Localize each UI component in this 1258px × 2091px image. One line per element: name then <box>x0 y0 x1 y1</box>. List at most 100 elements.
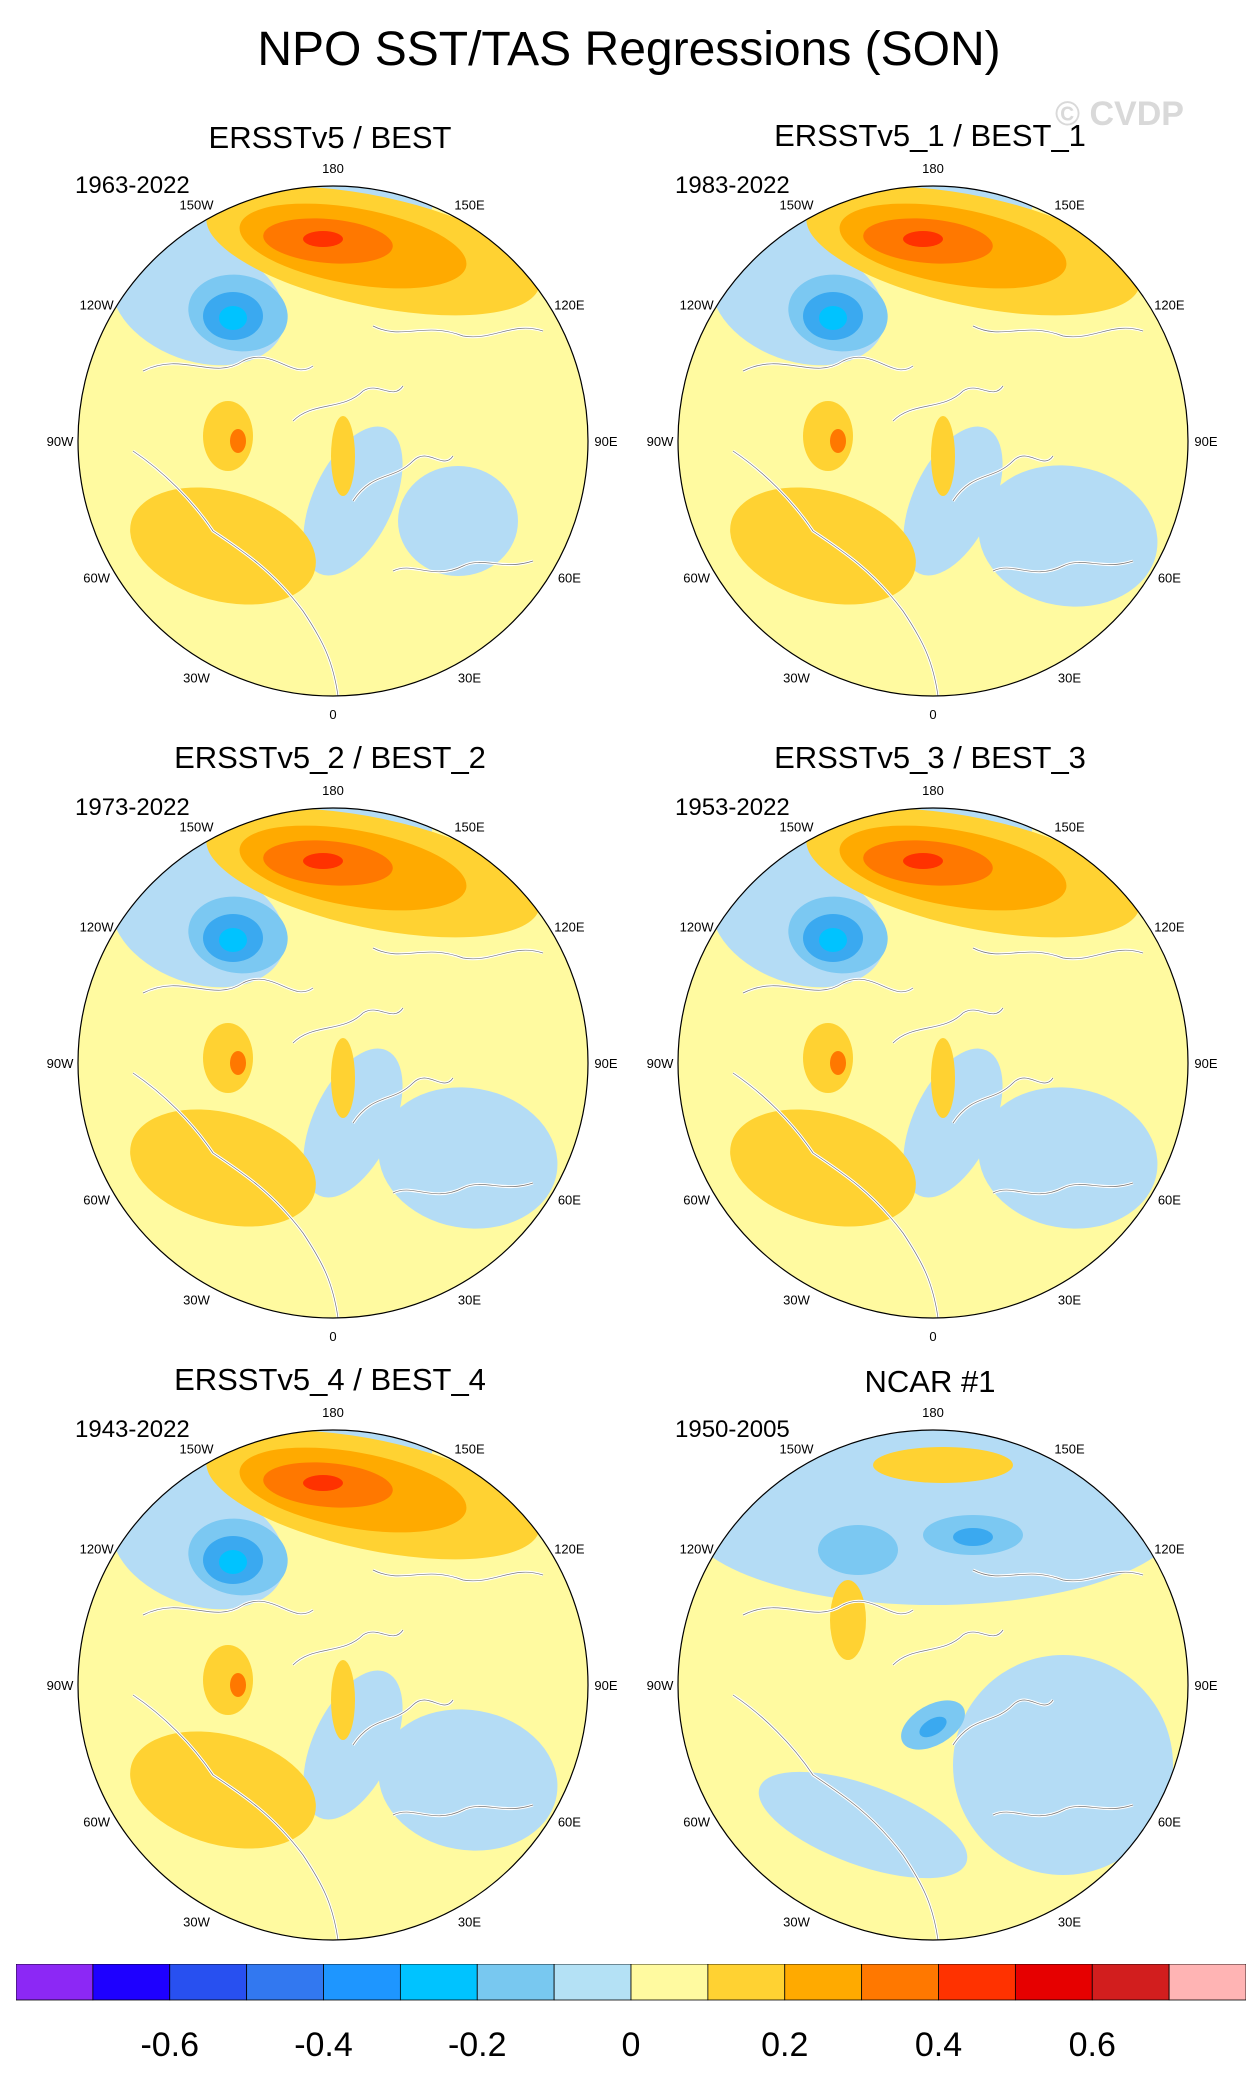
polar-map-1: 180 150E 120E 90E 60E 30E 0 30W 60W 90W 120W 150W <box>47 161 618 722</box>
coastline-edge <box>392 1804 534 1817</box>
alaska-core <box>219 306 247 330</box>
coastline-edge <box>952 1077 1054 1124</box>
alaska-core <box>219 1550 247 1574</box>
longitude-label: 60E <box>1158 1193 1181 1208</box>
greenland-orange <box>931 416 955 496</box>
longitude-label: 120E <box>554 920 585 935</box>
colorbar-swatch <box>246 1964 324 2001</box>
panel-period-5: 1943-2022 <box>75 1416 190 1443</box>
longitude-label: 90W <box>47 1056 74 1071</box>
polar-map-3: 180 150E 120E 90E 60E 30E 0 30W 60W 90W 120W 150W <box>47 783 618 1344</box>
alaska-mid-blue <box>818 1525 898 1575</box>
longitude-label: 120E <box>1154 920 1185 935</box>
coastline-edge <box>992 1804 1134 1817</box>
longitude-label: 120W <box>680 920 715 935</box>
longitude-label: 60W <box>83 571 110 586</box>
longitude-label: 180 <box>322 783 344 798</box>
longitude-label: 120E <box>1154 298 1185 313</box>
longitude-label: 90W <box>647 1678 674 1693</box>
longitude-label: 60W <box>83 1815 110 1830</box>
coastline-edge <box>892 1007 1004 1044</box>
colorbar-swatch <box>861 1964 939 2001</box>
longitude-label: 30W <box>183 670 210 685</box>
longitude-label: 30E <box>458 1914 481 1929</box>
coastline-edge <box>972 325 1144 338</box>
longitude-label: 30W <box>183 1914 210 1929</box>
coastline-edge <box>972 1569 1144 1582</box>
longitude-label: 90W <box>647 434 674 449</box>
longitude-label: 60W <box>683 1815 710 1830</box>
coastline-edge <box>992 1182 1134 1195</box>
alaska-core <box>819 928 847 952</box>
colorbar-swatch <box>707 1964 786 2001</box>
longitude-label: 30W <box>783 670 810 685</box>
kuroshio-core <box>903 853 943 869</box>
panel-title-6: NCAR #1 <box>864 1364 996 1399</box>
longitude-label: 180 <box>922 1405 944 1420</box>
longitude-label: 60W <box>683 1193 710 1208</box>
longitude-label: 30E <box>1058 670 1081 685</box>
greenland-orange <box>331 1038 355 1118</box>
coastline-edge <box>352 455 454 502</box>
atlantic-light-blue <box>758 1771 968 1879</box>
alaska-core <box>219 928 247 952</box>
longitude-label: 150W <box>780 820 815 835</box>
hudson-spot <box>830 429 846 453</box>
colorbar-label: 0.2 <box>761 2026 809 2064</box>
longitude-label: 30W <box>183 1292 210 1307</box>
longitude-label: 30W <box>783 1914 810 1929</box>
colorbar-label: -0.2 <box>447 2026 507 2064</box>
coastline-edge <box>372 325 544 338</box>
colorbar-swatch <box>1014 1964 1093 2001</box>
alaska-core <box>819 306 847 330</box>
longitude-label: 90E <box>1194 434 1217 449</box>
coastline-edge <box>892 385 1004 422</box>
colorbar-label: 0.4 <box>914 2026 963 2064</box>
longitude-label: 90E <box>594 434 617 449</box>
longitude-label: 90E <box>594 1678 617 1693</box>
coastline-edge <box>142 978 314 994</box>
longitude-label: 30E <box>1058 1914 1081 1929</box>
map-border <box>677 807 1189 1319</box>
coastline-edge <box>892 1629 1004 1666</box>
longitude-label: 0 <box>329 707 336 722</box>
longitude-label: 150E <box>454 1442 485 1457</box>
panel-title-2: ERSSTv5_1 / BEST_1 <box>774 118 1086 153</box>
colorbar-swatch <box>169 1964 248 2001</box>
coastline-edge <box>352 1699 454 1746</box>
longitude-label: 60E <box>1158 571 1181 586</box>
coastline-edge <box>352 1077 454 1124</box>
longitude-label: 0 <box>929 707 936 722</box>
panel-period-6: 1950-2005 <box>675 1416 790 1443</box>
colorbar-label: 0 <box>621 2026 641 2064</box>
eurasia-light-blue <box>953 1655 1173 1875</box>
longitude-label: 30E <box>1058 1292 1081 1307</box>
longitude-label: 0 <box>329 1329 336 1344</box>
longitude-label: 120W <box>680 298 715 313</box>
eurasia-light-blue <box>398 466 518 576</box>
map-border <box>77 1429 589 1941</box>
longitude-label: 60E <box>558 1193 581 1208</box>
pacific-orange <box>873 1447 1013 1483</box>
longitude-label: 120W <box>80 1542 115 1557</box>
colorbar-swatch <box>16 1964 94 2001</box>
panel-title-4: ERSSTv5_3 / BEST_3 <box>774 740 1086 775</box>
longitude-label: 90E <box>594 1056 617 1071</box>
greenland-orange <box>331 1660 355 1740</box>
colorbar-swatch <box>399 1964 478 2001</box>
coastline-edge <box>732 1072 939 1319</box>
polar-map-2: 180 150E 120E 90E 60E 30E 0 30W 60W 90W 120W 150W <box>647 161 1218 722</box>
longitude-label: 0 <box>929 1329 936 1344</box>
coastline-edge <box>132 450 339 697</box>
coastline-edge <box>292 1629 404 1666</box>
colorbar-swatch <box>92 1964 171 2001</box>
kuroshio-core <box>903 231 943 247</box>
colorbar-swatch <box>1168 1964 1246 2001</box>
panel-period-1: 1963-2022 <box>75 172 190 199</box>
panel-title-3: ERSSTv5_2 / BEST_2 <box>174 740 486 775</box>
longitude-label: 150E <box>454 198 485 213</box>
hudson-spot <box>830 1051 846 1075</box>
colorbar-swatch <box>938 1964 1016 2001</box>
colorbar <box>16 1964 1246 2001</box>
